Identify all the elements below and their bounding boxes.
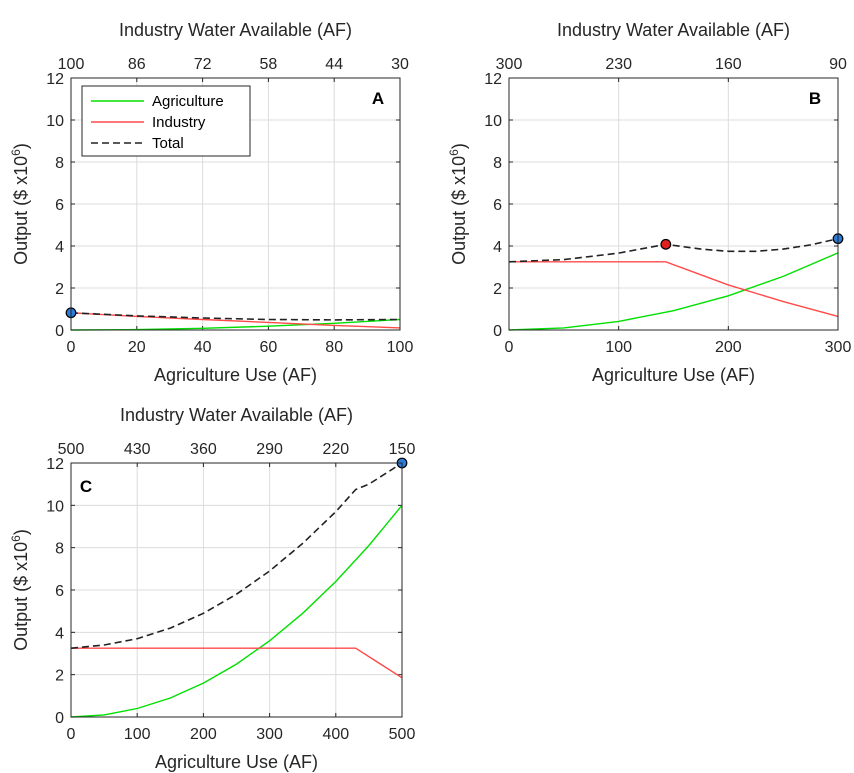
x-tick-label: 0 <box>67 726 76 743</box>
x2-tick-label: 100 <box>58 56 85 73</box>
x-tick-label: 300 <box>825 339 852 356</box>
chart-panel-c: 0 100 200 300 400 500 500 430 360 290 220 150 0 2 4 6 8 1… <box>9 405 415 772</box>
y-tick-label: 2 <box>55 281 64 298</box>
x-tick-label: 100 <box>387 339 414 356</box>
x-tick-label: 0 <box>67 339 76 356</box>
x-axis-label: Agriculture Use (AF) <box>155 752 318 772</box>
x-tick-label: 100 <box>124 726 151 743</box>
x2-tick-label: 90 <box>829 56 847 73</box>
x2-tick-label: 300 <box>496 56 523 73</box>
y-tick-label: 6 <box>493 197 502 214</box>
x2-axis-label: Industry Water Available (AF) <box>120 405 353 425</box>
x2-tick-label: 500 <box>58 441 85 458</box>
x-tick-label: 0 <box>505 339 514 356</box>
y-tick-label: 0 <box>55 710 64 727</box>
series-line-total <box>70 462 403 649</box>
panel-letter: C <box>80 477 92 496</box>
x2-tick-label: 30 <box>391 56 409 73</box>
y-tick-label: 2 <box>493 281 502 298</box>
series-line-agriculture <box>508 252 839 331</box>
x-tick-label: 300 <box>256 726 283 743</box>
series-line-industry <box>509 261 839 318</box>
legend-box <box>81 85 251 157</box>
x-tick-label: 60 <box>260 339 278 356</box>
y-tick-label: 8 <box>55 541 64 558</box>
x2-tick-label: 430 <box>124 441 151 458</box>
x-tick-label: 500 <box>389 726 416 743</box>
y-tick-label: 6 <box>55 583 64 600</box>
x-axis-label: Agriculture Use (AF) <box>592 365 755 385</box>
y-tick-label: 8 <box>493 155 502 172</box>
x2-tick-label: 86 <box>128 56 146 73</box>
x-tick-label: 200 <box>190 726 217 743</box>
chart-panel-b: 0 100 200 300 300 230 160 90 0 2 4 6 8 10 12 B Agricultu… <box>447 20 851 385</box>
x2-tick-label: 290 <box>256 441 283 458</box>
series-line-industry <box>71 647 403 679</box>
x2-tick-label: 220 <box>322 441 349 458</box>
y-tick-label: 12 <box>484 71 502 88</box>
y-tick-label: 0 <box>55 323 64 340</box>
legend: Agriculture Industry Total <box>81 85 251 157</box>
legend-label-total: Total <box>152 135 184 152</box>
y-tick-label: 8 <box>55 155 64 172</box>
y-tick-label: 6 <box>55 197 64 214</box>
y-axis-label: Output ($ x106) <box>9 143 31 265</box>
axes-frame <box>508 77 839 331</box>
panel-letter: A <box>372 89 384 108</box>
series-line-agriculture <box>70 504 403 718</box>
x-tick-label: 100 <box>605 339 632 356</box>
x-tick-label: 20 <box>128 339 146 356</box>
y-axis-label: Output ($ x106) <box>9 529 31 651</box>
y-tick-label: 10 <box>46 498 64 515</box>
x2-tick-label: 58 <box>260 56 278 73</box>
y-tick-label: 10 <box>46 113 64 130</box>
y-axis-label: Output ($ x106) <box>447 143 469 265</box>
panel-letter: B <box>809 89 821 108</box>
x2-axis-label: Industry Water Available (AF) <box>557 20 790 40</box>
x2-tick-label: 230 <box>605 56 632 73</box>
y-tick-label: 0 <box>493 323 502 340</box>
optimum-marker <box>660 238 672 250</box>
y-tick-label: 2 <box>55 668 64 685</box>
legend-label-agriculture: Agriculture <box>152 93 224 110</box>
x-tick-label: 40 <box>194 339 212 356</box>
x-tick-label: 200 <box>715 339 742 356</box>
axes-frame <box>70 77 401 331</box>
x2-axis-label: Industry Water Available (AF) <box>119 20 352 40</box>
y-axis-label-prefix: Output ($ x10 <box>11 542 31 651</box>
x2-tick-label: 160 <box>715 56 742 73</box>
x2-tick-label: 72 <box>194 56 212 73</box>
y-axis-label-prefix: Output ($ x10 <box>11 156 31 265</box>
series-line-industry <box>70 312 401 329</box>
y-tick-label: 4 <box>55 239 64 256</box>
axes-frame <box>70 462 403 718</box>
legend-label-industry: Industry <box>152 114 206 131</box>
y-tick-label: 12 <box>46 456 64 473</box>
x-tick-label: 400 <box>322 726 349 743</box>
series-line-total <box>508 237 839 263</box>
x-tick-label: 80 <box>325 339 343 356</box>
y-tick-label: 10 <box>484 113 502 130</box>
y-axis-label-sup: 6 <box>9 149 23 156</box>
y-axis-label-sup: 6 <box>447 149 461 156</box>
y-tick-label: 4 <box>493 239 502 256</box>
y-axis-label-sup: 6 <box>9 535 23 542</box>
y-axis-label-suffix: ) <box>11 529 31 535</box>
y-tick-label: 12 <box>46 71 64 88</box>
x2-tick-label: 44 <box>325 56 343 73</box>
y-tick-label: 4 <box>55 625 64 642</box>
chart-panel-a: 0 20 40 60 80 100 100 86 72 58 44 30 0 2 4 6 8 10 12 A Agric… <box>9 20 413 385</box>
y-axis-label-prefix: Output ($ x10 <box>449 156 469 265</box>
x2-tick-label: 360 <box>190 441 217 458</box>
y-axis-label-suffix: ) <box>449 143 469 149</box>
x-axis-label: Agriculture Use (AF) <box>154 365 317 385</box>
y-axis-label-suffix: ) <box>11 143 31 149</box>
x2-tick-label: 150 <box>389 441 416 458</box>
